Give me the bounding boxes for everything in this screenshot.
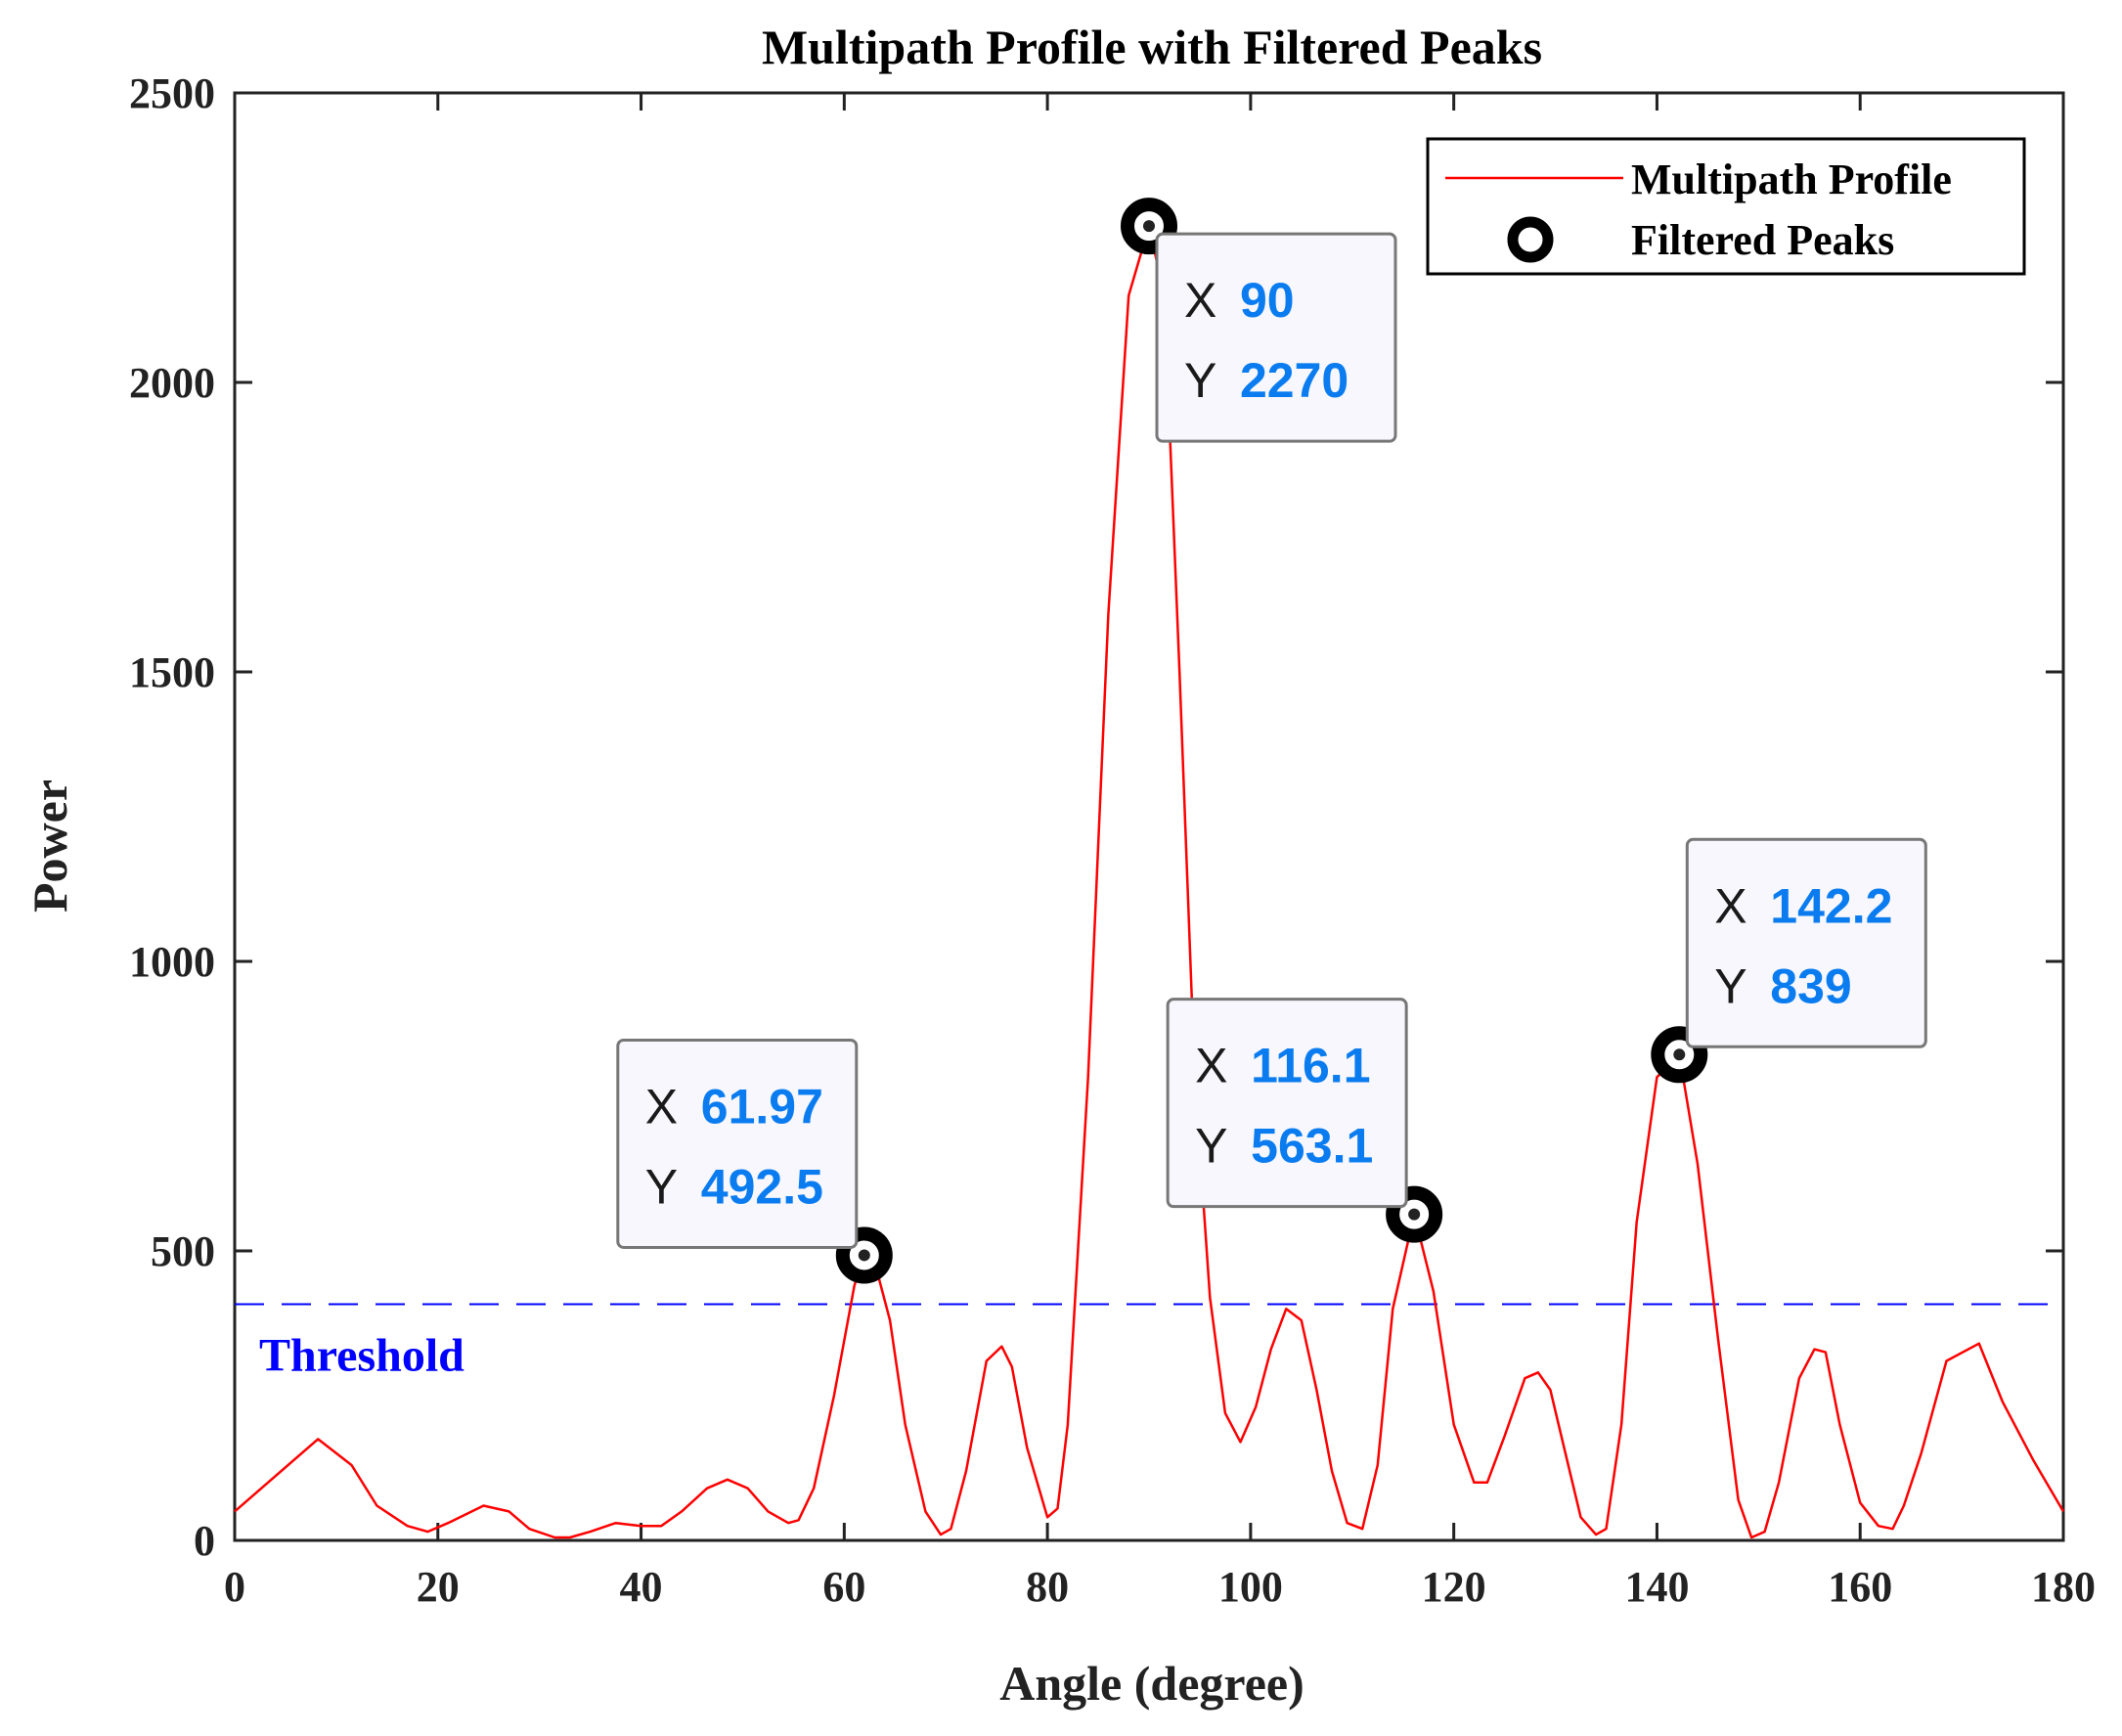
datatip-y-label: Y <box>1184 353 1216 408</box>
x-tick-label: 120 <box>1422 1563 1486 1611</box>
legend-label-peaks: Filtered Peaks <box>1631 216 1894 264</box>
datatip-y-value: 563.1 <box>1251 1119 1373 1174</box>
y-tick-label: 2500 <box>129 69 215 117</box>
datatip-x-value: 142.2 <box>1770 878 1892 933</box>
y-tick-label: 0 <box>194 1517 215 1565</box>
datatip-y-label: Y <box>645 1159 678 1214</box>
x-tick-label: 140 <box>1624 1563 1689 1611</box>
plot-area: 0 20 40 60 80 100 120 140 160 180 0 500 1000 1500 2000… <box>129 69 2096 1611</box>
y-tick-label: 500 <box>151 1227 215 1275</box>
filtered-peak-marker-center <box>1143 220 1155 233</box>
x-tick-label: 80 <box>1026 1563 1069 1611</box>
x-tick-label: 60 <box>822 1563 865 1611</box>
datatip-box <box>1685 837 1927 1048</box>
datatip-x-label: X <box>1184 273 1216 328</box>
filtered-peak-marker-center <box>858 1249 870 1262</box>
datatip: X 142.2 Y 839 <box>1685 837 1927 1048</box>
datatip-y-label: Y <box>1714 958 1746 1013</box>
datatip-y-value: 492.5 <box>701 1159 823 1214</box>
legend-marker-swatch <box>1507 216 1554 263</box>
x-tick-label: 160 <box>1828 1563 1892 1611</box>
threshold-label: Threshold <box>259 1329 464 1381</box>
legend: Multipath Profile Filtered Peaks <box>1426 137 2026 276</box>
x-axis-label: Angle (degree) <box>999 1656 1304 1711</box>
x-tick-label: 180 <box>2031 1563 2096 1611</box>
y-tick-label: 1500 <box>129 648 215 696</box>
legend-label-profile: Multipath Profile <box>1631 156 1952 203</box>
datatip: X 116.1 Y 563.1 <box>1166 998 1408 1209</box>
datatip-box <box>616 1038 859 1249</box>
filtered-peak-marker-center <box>1408 1208 1421 1221</box>
y-axis-label: Power <box>22 779 77 913</box>
x-tick-label: 100 <box>1218 1563 1283 1611</box>
datatip: X 61.97 Y 492.5 <box>616 1038 859 1249</box>
datatip-box <box>1166 998 1408 1209</box>
x-tick-label: 0 <box>224 1563 245 1611</box>
x-tick-label: 40 <box>620 1563 663 1611</box>
datatip-x-value: 61.97 <box>701 1079 823 1134</box>
multipath-profile-line <box>234 224 2065 1539</box>
datatip-y-value: 2270 <box>1240 353 1348 408</box>
datatip-x-value: 90 <box>1240 273 1295 328</box>
datatip: X 90 Y 2270 <box>1155 232 1397 443</box>
y-tick-label: 2000 <box>129 359 215 407</box>
datatip-x-label: X <box>1714 878 1746 933</box>
chart-title: Multipath Profile with Filtered Peaks <box>762 20 1542 74</box>
axes-box <box>233 91 2065 1542</box>
datatip-x-label: X <box>645 1079 678 1134</box>
datatip-y-value: 839 <box>1770 958 1851 1013</box>
datatip-x-value: 116.1 <box>1251 1039 1370 1093</box>
datatip-box <box>1155 232 1397 443</box>
filtered-peak-marker-center <box>1673 1048 1686 1061</box>
datatip-y-label: Y <box>1195 1119 1227 1174</box>
y-tick-label: 1000 <box>129 938 215 986</box>
x-tick-label: 20 <box>417 1563 460 1611</box>
datatip-x-label: X <box>1195 1039 1227 1093</box>
